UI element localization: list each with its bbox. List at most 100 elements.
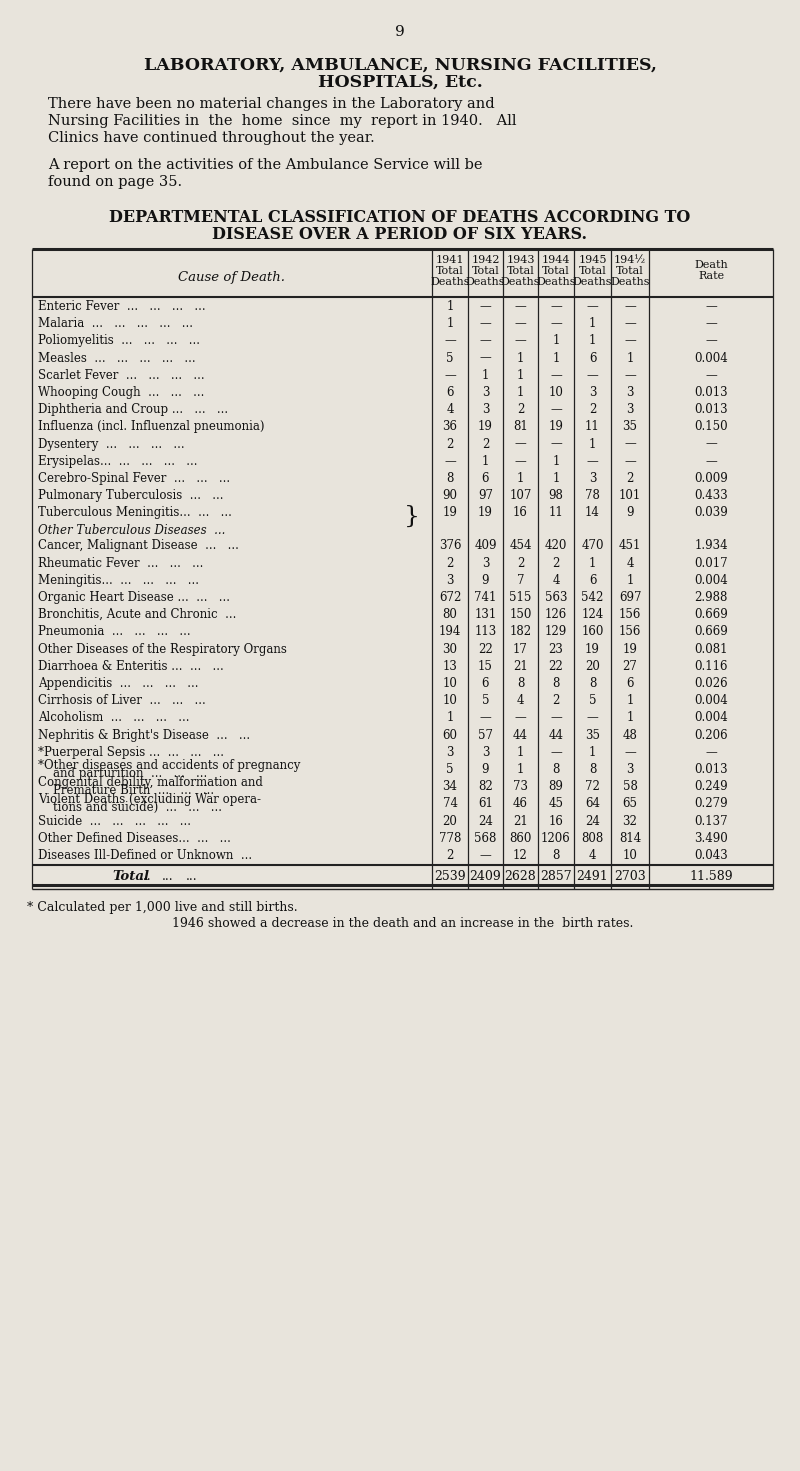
Text: 1: 1 (517, 352, 524, 365)
Text: 44: 44 (549, 728, 563, 741)
Text: and parturition  ...   ...   ...: and parturition ... ... ... (38, 766, 207, 780)
Text: 5: 5 (589, 694, 596, 708)
Text: 72: 72 (585, 780, 600, 793)
Text: Total: Total (616, 266, 644, 277)
Text: 74: 74 (442, 797, 458, 811)
Text: 1: 1 (626, 352, 634, 365)
Text: HOSPITALS, Etc.: HOSPITALS, Etc. (318, 74, 482, 91)
Text: 741: 741 (474, 591, 497, 605)
Text: 107: 107 (510, 490, 532, 502)
Text: 17: 17 (513, 643, 528, 656)
Text: Cirrhosis of Liver  ...   ...   ...: Cirrhosis of Liver ... ... ... (38, 694, 206, 708)
Text: 0.669: 0.669 (694, 625, 728, 638)
Text: —: — (705, 746, 717, 759)
Text: Pneumonia  ...   ...   ...   ...: Pneumonia ... ... ... ... (38, 625, 190, 638)
Text: 1: 1 (446, 712, 454, 724)
Text: —: — (705, 369, 717, 382)
Text: A report on the activities of the Ambulance Service will be: A report on the activities of the Ambula… (48, 157, 482, 172)
Text: 568: 568 (474, 831, 497, 844)
Text: Malaria  ...   ...   ...   ...   ...: Malaria ... ... ... ... ... (38, 318, 193, 330)
Text: 2491: 2491 (577, 869, 608, 883)
Text: 0.279: 0.279 (694, 797, 728, 811)
Text: 9: 9 (482, 763, 490, 777)
Text: Meningitis...  ...   ...   ...   ...: Meningitis... ... ... ... ... (38, 574, 199, 587)
Text: 2: 2 (482, 437, 489, 450)
Text: Total: Total (506, 266, 534, 277)
Text: 3: 3 (626, 763, 634, 777)
Text: 1: 1 (482, 455, 489, 468)
Text: —: — (480, 334, 491, 347)
Text: —: — (550, 437, 562, 450)
Text: 6: 6 (626, 677, 634, 690)
Text: 1: 1 (517, 369, 524, 382)
Text: Suicide  ...   ...   ...   ...   ...: Suicide ... ... ... ... ... (38, 815, 191, 828)
Text: 9: 9 (482, 574, 490, 587)
Text: 19: 19 (549, 421, 563, 434)
Text: 6: 6 (446, 385, 454, 399)
Text: —: — (514, 437, 526, 450)
Text: —: — (480, 712, 491, 724)
Text: 1945: 1945 (578, 254, 606, 265)
Text: 5: 5 (446, 763, 454, 777)
Text: 454: 454 (510, 540, 532, 553)
Text: 0.004: 0.004 (694, 574, 728, 587)
Text: —: — (550, 318, 562, 330)
Text: 156: 156 (619, 608, 641, 621)
Text: }: } (404, 505, 420, 528)
Text: 24: 24 (478, 815, 493, 828)
Text: —: — (514, 300, 526, 313)
Text: Total: Total (578, 266, 606, 277)
Text: 3: 3 (446, 574, 454, 587)
Text: 156: 156 (619, 625, 641, 638)
Text: 22: 22 (549, 660, 563, 672)
Text: 1: 1 (446, 318, 454, 330)
Text: 8: 8 (446, 472, 454, 485)
Text: 420: 420 (545, 540, 567, 553)
Text: —: — (705, 455, 717, 468)
Text: 0.013: 0.013 (694, 763, 728, 777)
Text: 23: 23 (549, 643, 563, 656)
Text: 3: 3 (482, 403, 490, 416)
Text: —: — (444, 455, 456, 468)
Text: —: — (514, 455, 526, 468)
Text: found on page 35.: found on page 35. (48, 175, 182, 188)
Text: 1: 1 (482, 369, 489, 382)
Text: Pulmonary Tuberculosis  ...   ...: Pulmonary Tuberculosis ... ... (38, 490, 223, 502)
Text: 1: 1 (626, 694, 634, 708)
Text: 376: 376 (438, 540, 462, 553)
Text: 81: 81 (513, 421, 528, 434)
Text: 451: 451 (619, 540, 641, 553)
Text: —: — (550, 712, 562, 724)
Text: 14: 14 (585, 506, 600, 519)
Text: 22: 22 (478, 643, 493, 656)
Text: Diphtheria and Croup ...   ...   ...: Diphtheria and Croup ... ... ... (38, 403, 228, 416)
Text: 21: 21 (513, 815, 528, 828)
Text: 4: 4 (589, 849, 596, 862)
Text: 19: 19 (478, 421, 493, 434)
Text: ...: ... (140, 869, 152, 883)
Text: 3: 3 (482, 556, 490, 569)
Text: 0.116: 0.116 (694, 660, 728, 672)
Text: 1: 1 (446, 300, 454, 313)
Text: Clinics have continued throughout the year.: Clinics have continued throughout the ye… (48, 131, 374, 146)
Text: 1206: 1206 (541, 831, 571, 844)
Text: 101: 101 (619, 490, 641, 502)
Text: Diseases Ill-Defined or Unknown  ...: Diseases Ill-Defined or Unknown ... (38, 849, 252, 862)
Text: —: — (480, 352, 491, 365)
Text: 194: 194 (439, 625, 461, 638)
Text: 2628: 2628 (505, 869, 536, 883)
Text: 19: 19 (585, 643, 600, 656)
Text: Rate: Rate (698, 271, 724, 281)
Text: 9: 9 (395, 25, 405, 40)
Text: —: — (624, 369, 636, 382)
Text: Alcoholism  ...   ...   ...   ...: Alcoholism ... ... ... ... (38, 712, 190, 724)
Text: Diarrhoea & Enteritis ...  ...   ...: Diarrhoea & Enteritis ... ... ... (38, 660, 224, 672)
Text: Deaths: Deaths (573, 277, 612, 287)
Text: 89: 89 (549, 780, 563, 793)
Text: 697: 697 (618, 591, 642, 605)
Text: 8: 8 (589, 763, 596, 777)
Text: Deaths: Deaths (430, 277, 470, 287)
Text: 3: 3 (482, 746, 490, 759)
Text: 20: 20 (442, 815, 458, 828)
Text: 6: 6 (589, 574, 596, 587)
